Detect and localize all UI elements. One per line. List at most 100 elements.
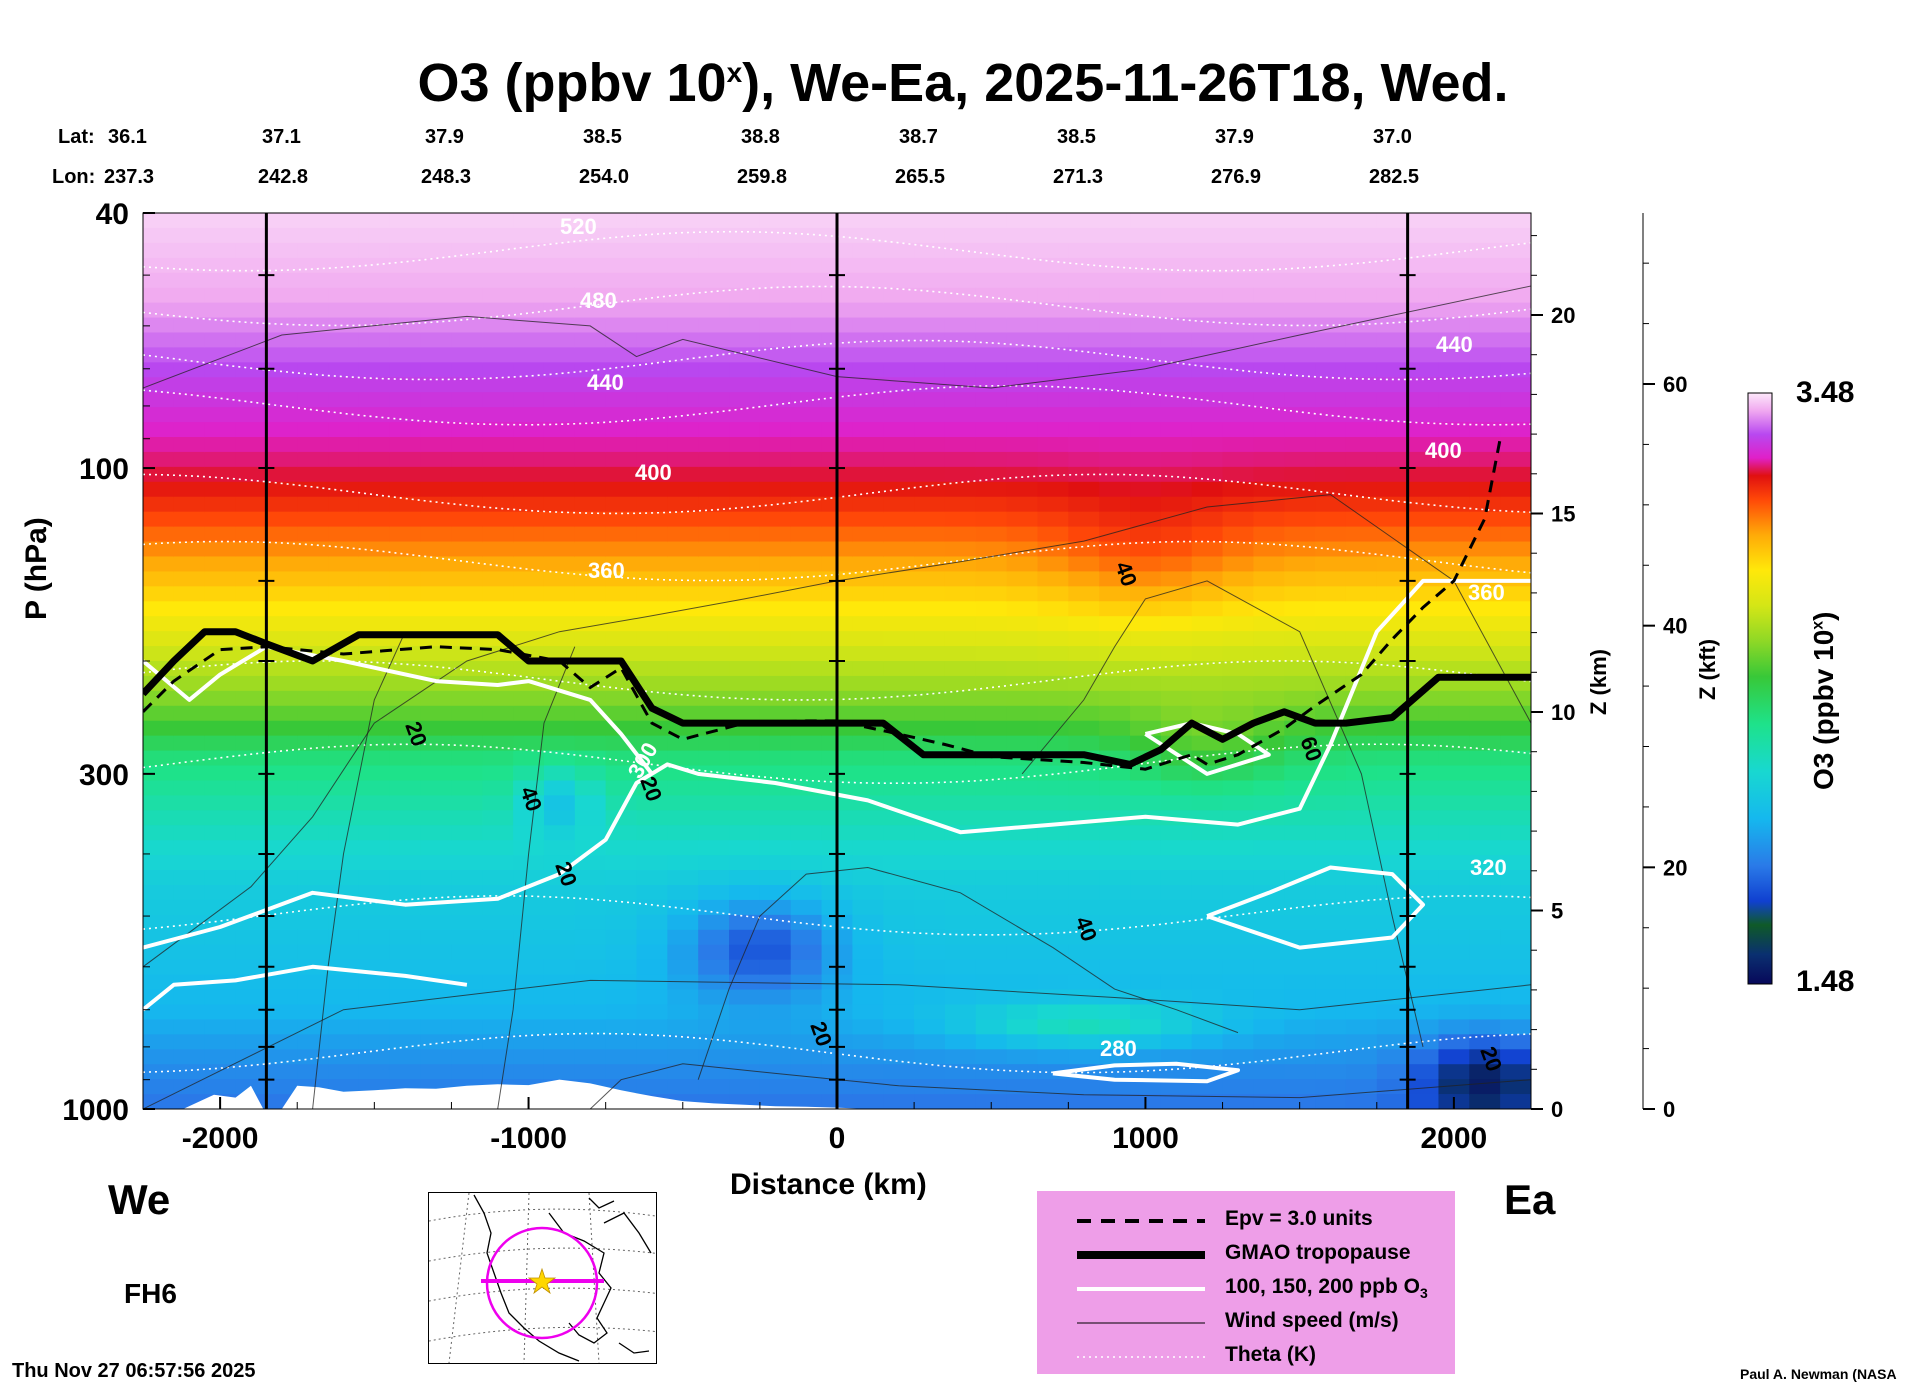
heat-cell <box>1068 317 1100 334</box>
heat-cell <box>1222 317 1255 334</box>
heat-cell <box>1222 780 1255 797</box>
heat-cell <box>729 631 761 647</box>
heat-cell <box>1006 616 1039 632</box>
heat-cell <box>1376 392 1409 408</box>
heat-cell <box>914 556 946 573</box>
heat-cell <box>543 840 576 856</box>
heat-cell <box>143 526 175 543</box>
heat-cell <box>389 496 422 513</box>
theta-label: 520 <box>560 214 597 239</box>
heat-cell <box>513 571 545 588</box>
heat-cell <box>883 1064 915 1080</box>
heat-cell <box>605 526 638 543</box>
heat-cell <box>1315 616 1347 632</box>
heat-cell <box>1099 601 1131 617</box>
heat-cell <box>420 213 453 229</box>
heat-cell <box>790 407 823 423</box>
heat-cell <box>1500 989 1531 1006</box>
heat-cell <box>883 392 915 408</box>
heat-cell <box>975 227 1008 244</box>
heat-cell <box>297 586 329 603</box>
heat-cell <box>173 287 206 304</box>
heat-cell <box>698 750 730 767</box>
heat-cell <box>667 944 699 961</box>
heat-cell <box>1376 944 1409 961</box>
heat-cell <box>1037 1094 1070 1109</box>
heat-cell <box>235 870 268 886</box>
heat-cell <box>297 481 329 498</box>
lon-value: 242.8 <box>258 166 309 188</box>
heat-cell <box>1253 466 1286 483</box>
heat-cell <box>1284 1004 1316 1021</box>
heat-cell <box>1345 392 1378 408</box>
heat-cell <box>1284 422 1316 438</box>
heat-cell <box>1191 646 1224 662</box>
heat-cell <box>143 1034 175 1051</box>
heat-cell <box>698 332 730 349</box>
heat-cell <box>358 1034 391 1051</box>
heat-cell <box>1068 302 1100 319</box>
heat-cell <box>143 227 175 244</box>
heat-cell <box>451 690 484 707</box>
heat-cell <box>143 213 175 229</box>
heat-cell <box>883 631 915 647</box>
heat-cell <box>235 586 268 603</box>
heat-cell <box>543 466 576 483</box>
heat-cell <box>574 362 607 379</box>
heat-cell <box>266 257 299 274</box>
heat-cell <box>1068 272 1100 289</box>
heat-cell <box>698 407 730 423</box>
heat-cell <box>1099 586 1131 603</box>
heat-cell <box>698 690 730 707</box>
heat-cell <box>358 451 391 468</box>
heat-cell <box>914 466 946 483</box>
heat-cell <box>328 944 360 961</box>
heat-cell <box>605 347 638 364</box>
heat-cell <box>297 989 329 1006</box>
heat-cell <box>143 586 175 603</box>
heat-cell <box>204 944 237 961</box>
heat-cell <box>1099 840 1131 856</box>
heat-cell <box>759 870 792 886</box>
heat-cell <box>1222 914 1255 931</box>
heat-cell <box>914 1064 946 1080</box>
heat-cell <box>1068 661 1100 677</box>
heat-cell <box>204 481 237 498</box>
colorbar-title-main: O3 (ppbv 10 <box>1808 629 1839 790</box>
heat-cell <box>729 959 761 976</box>
heat-cell <box>389 1049 422 1065</box>
heat-cell <box>328 213 360 229</box>
heat-cell <box>1469 944 1501 961</box>
heat-cell <box>1160 855 1193 871</box>
heat-cell <box>1407 1049 1440 1065</box>
heat-cell <box>1037 437 1070 453</box>
heat-cell <box>358 616 391 632</box>
heat-cell <box>605 1049 638 1065</box>
heat-cell <box>482 526 514 543</box>
heat-cell <box>543 377 576 393</box>
heat-cell <box>297 466 329 483</box>
heat-cell <box>513 750 545 767</box>
heat-cell <box>420 646 453 662</box>
heat-cell <box>266 242 299 259</box>
heat-cell <box>1099 392 1131 408</box>
heat-cell <box>698 646 730 662</box>
heat-cell <box>698 795 730 812</box>
heat-cell <box>266 780 299 797</box>
heat-cell <box>482 227 514 244</box>
heat-cell <box>1500 870 1531 886</box>
heat-cell <box>1130 272 1162 289</box>
heat-cell <box>1068 332 1100 349</box>
heat-cell <box>698 1034 730 1051</box>
heat-cell <box>1068 407 1100 423</box>
heat-cell <box>1315 1094 1347 1109</box>
heat-cell <box>790 377 823 393</box>
theta-label: 440 <box>1436 332 1473 357</box>
heat-cell <box>513 526 545 543</box>
heat-cell <box>1160 332 1193 349</box>
theta-label: 320 <box>1470 855 1507 880</box>
heat-cell <box>883 780 915 797</box>
heat-cell <box>513 511 545 528</box>
heat-cell <box>1376 213 1409 229</box>
heat-cell <box>482 451 514 468</box>
